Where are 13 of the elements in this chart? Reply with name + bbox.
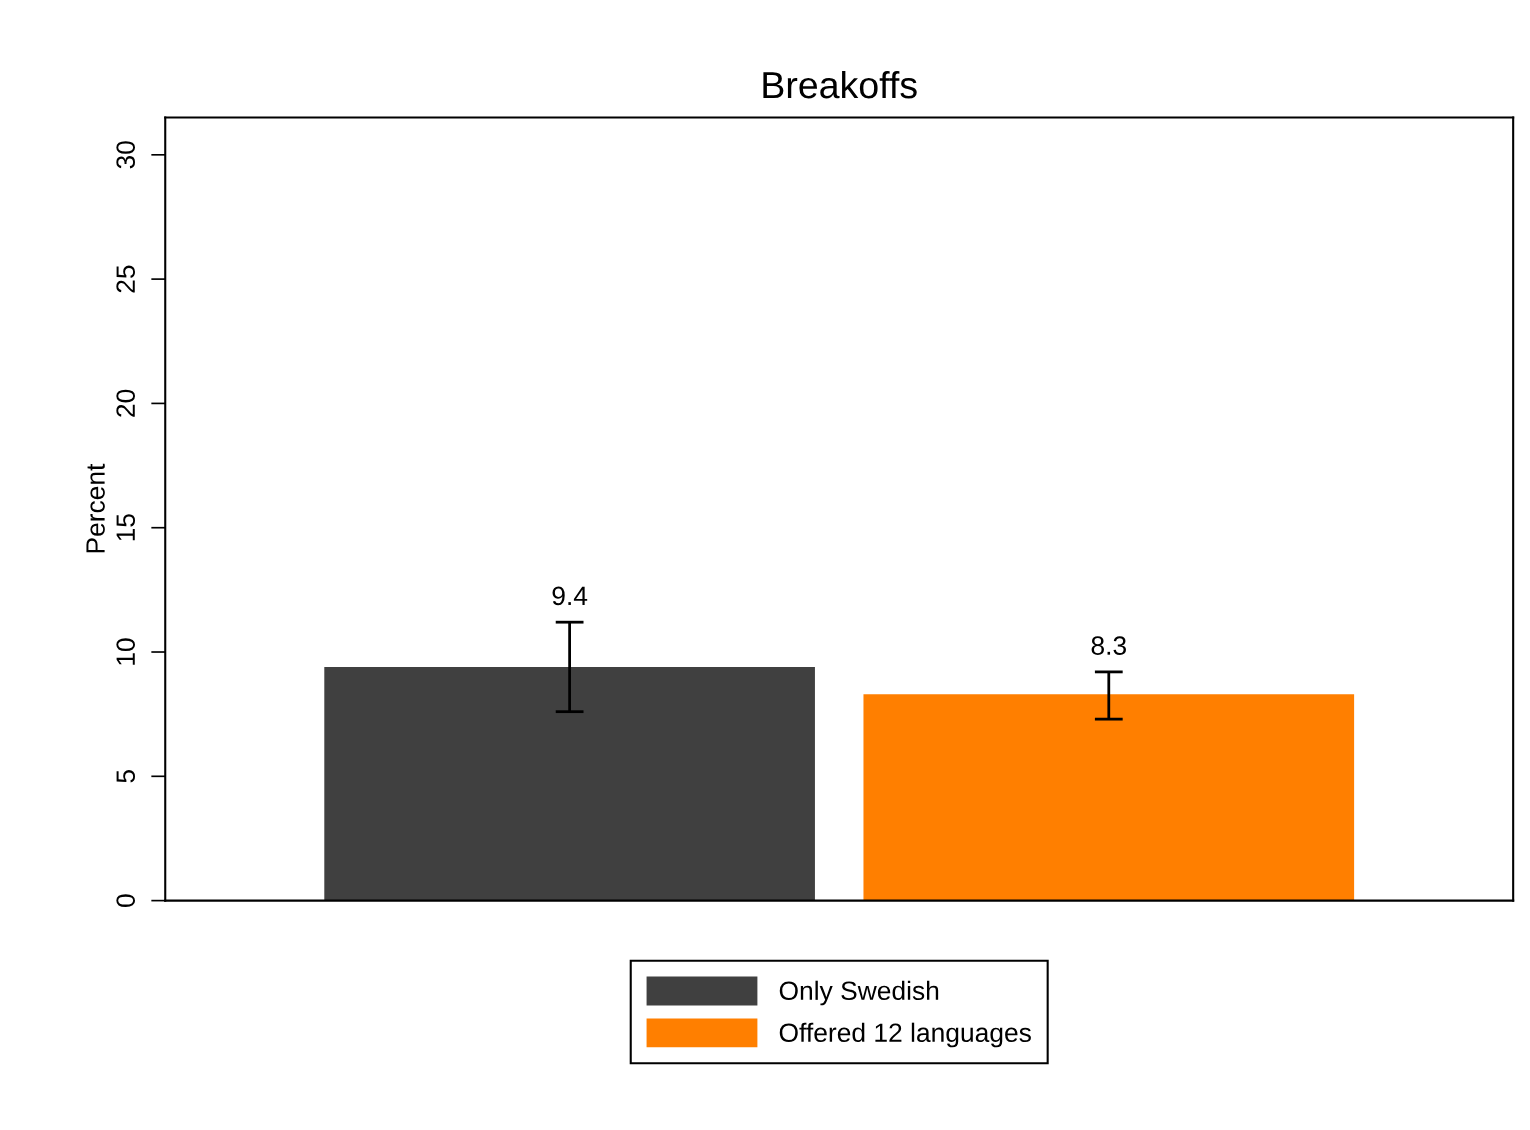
y-tick-label: 25 [116,265,136,293]
y-tick-label: 10 [116,638,136,665]
y-tick-label: 0 [116,894,136,907]
y-tick-label: 15 [116,514,136,541]
legend-label: Offered 12 languages [779,1022,1031,1048]
y-axis-title: Percent [86,463,105,553]
y-tick-label: 30 [116,141,136,169]
y-tick-label: 20 [116,389,136,417]
data-label: 8.3 [1091,636,1126,655]
y-tick-label: 5 [116,770,136,783]
data-label: 9.4 [552,586,588,606]
chart-title: Breakoffs [763,70,917,99]
legend-label: Only Swedish [779,980,939,1006]
